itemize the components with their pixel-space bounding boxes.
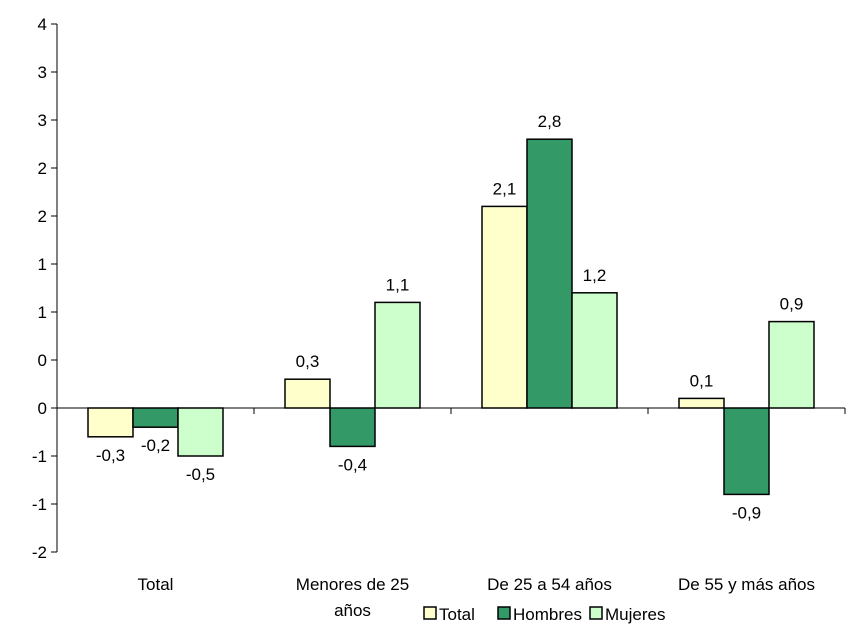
data-label: 2,1 <box>493 179 517 198</box>
bar-mujeres <box>177 407 224 457</box>
category-label: Total <box>138 575 174 594</box>
y-tick-label: -2 <box>32 543 47 562</box>
data-labels: -0,3 -0,2 -0,5 0,3 -0,4 1,1 2,1 2,8 1,2 0,1 -0,9 0,… <box>96 112 803 522</box>
data-label: 0,3 <box>296 352 320 371</box>
legend-label: Mujeres <box>605 605 665 624</box>
legend: Total Hombres Mujeres <box>423 605 665 624</box>
y-tick-label: 2 <box>38 159 47 178</box>
bar-total <box>481 205 528 409</box>
y-tick-label: -1 <box>32 447 47 466</box>
category-labels: Total Menores de 25 años De 25 a 54 años De … <box>138 575 815 620</box>
legend-label: Hombres <box>513 605 582 624</box>
bar-hombres <box>723 407 770 496</box>
y-tick-label: 3 <box>38 63 47 82</box>
legend-swatch <box>423 606 437 620</box>
bar-total <box>284 378 331 409</box>
data-label: 1,1 <box>386 275 410 294</box>
bar-hombres <box>526 138 573 409</box>
bar-total <box>678 397 725 409</box>
data-label: 0,1 <box>690 371 714 390</box>
y-tick-label: 2 <box>38 207 47 226</box>
data-label: -0,5 <box>186 465 215 484</box>
data-label: -0,2 <box>141 436 170 455</box>
y-tick-label: 0 <box>38 351 47 370</box>
y-tick-label: 1 <box>38 303 47 322</box>
bar-mujeres <box>768 320 815 409</box>
data-label: 2,8 <box>538 112 562 131</box>
legend-label: Total <box>439 605 475 624</box>
bar-mujeres <box>374 301 421 409</box>
bar-mujeres <box>571 292 618 409</box>
bar-total <box>87 407 134 438</box>
y-tick-label: -1 <box>32 495 47 514</box>
data-label: 1,2 <box>583 266 607 285</box>
y-tick-label: 4 <box>38 15 47 34</box>
category-label: Menores de 25 años <box>296 575 409 620</box>
legend-swatch <box>589 606 603 620</box>
y-tick-label: 0 <box>38 399 47 418</box>
data-label: 0,9 <box>780 295 804 314</box>
category-label: De 25 a 54 años <box>487 575 612 594</box>
bars <box>87 138 815 496</box>
y-axis: -2 -1 -1 0 0 1 1 2 2 3 3 4 <box>32 15 58 562</box>
data-label: -0,9 <box>732 503 761 522</box>
bar-hombres <box>132 407 179 428</box>
category-label: De 55 y más años <box>678 575 815 594</box>
legend-swatch <box>497 606 511 620</box>
data-label: -0,4 <box>338 455 367 474</box>
y-tick-label: 1 <box>38 255 47 274</box>
data-label: -0,3 <box>96 446 125 465</box>
bar-hombres <box>329 407 376 448</box>
y-tick-label: 3 <box>38 111 47 130</box>
